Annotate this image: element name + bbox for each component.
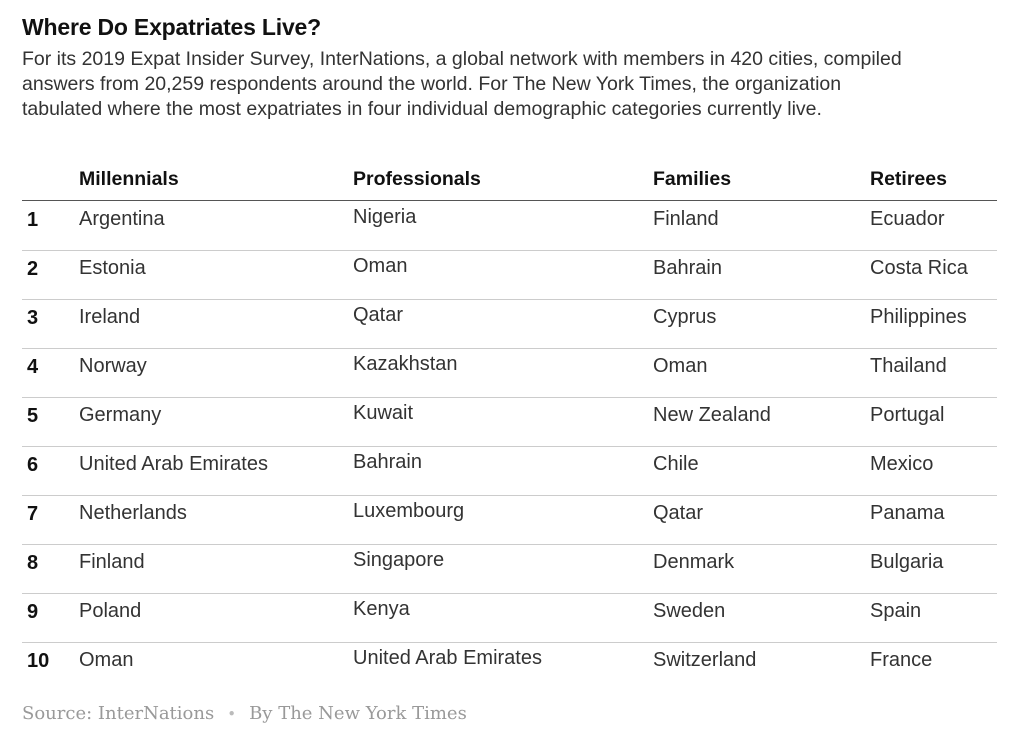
footer-separator: • bbox=[227, 705, 237, 723]
professionals-cell: Kuwait bbox=[353, 402, 414, 424]
rank-number: 4 bbox=[27, 356, 39, 378]
table-row: 2 Estonia Oman Bahrain Costa Rica bbox=[22, 251, 997, 300]
rank-number: 10 bbox=[27, 650, 50, 672]
millennials-cell: Oman bbox=[79, 649, 134, 671]
rank-number: 5 bbox=[27, 405, 39, 427]
millennials-cell: Estonia bbox=[79, 257, 146, 279]
professionals-cell: Singapore bbox=[353, 549, 445, 571]
rank-number: 6 bbox=[27, 454, 39, 476]
families-cell: Qatar bbox=[653, 502, 704, 524]
millennials-cell: Ireland bbox=[79, 306, 141, 328]
retirees-cell: Mexico bbox=[870, 453, 934, 475]
families-cell: New Zealand bbox=[653, 404, 771, 426]
families-cell: Finland bbox=[653, 208, 719, 230]
professionals-cell: Luxembourg bbox=[353, 500, 465, 522]
professionals-cell: Qatar bbox=[353, 304, 404, 326]
rank-number: 8 bbox=[27, 552, 39, 574]
column-header-professionals: Professionals bbox=[353, 168, 481, 190]
column-header-retirees: Retirees bbox=[870, 168, 947, 190]
families-cell: Denmark bbox=[653, 551, 735, 573]
millennials-cell: Germany bbox=[79, 404, 162, 426]
families-cell: Oman bbox=[653, 355, 708, 377]
page-title: Where Do Expatriates Live? bbox=[22, 14, 321, 40]
professionals-cell: Oman bbox=[353, 255, 408, 277]
families-cell: Bahrain bbox=[653, 257, 722, 279]
millennials-cell: Argentina bbox=[79, 208, 165, 230]
table-row: 1 Argentina Nigeria Finland Ecuador bbox=[22, 202, 997, 251]
table-row: 9 Poland Kenya Sweden Spain bbox=[22, 594, 997, 643]
retirees-cell: France bbox=[870, 649, 933, 671]
rank-number: 7 bbox=[27, 503, 39, 525]
families-cell: Chile bbox=[653, 453, 699, 475]
source-credit: Source: InterNations bbox=[22, 703, 215, 724]
retirees-cell: Spain bbox=[870, 600, 922, 622]
table-row: 4 Norway Kazakhstan Oman Thailand bbox=[22, 349, 997, 398]
table-row: 3 Ireland Qatar Cyprus Philippines bbox=[22, 300, 997, 349]
rank-number: 1 bbox=[27, 209, 39, 231]
table-row: 10 Oman United Arab Emirates Switzerland Fra… bbox=[22, 643, 997, 692]
byline: By The New York Times bbox=[249, 703, 467, 724]
retirees-cell: Philippines bbox=[870, 306, 967, 328]
professionals-cell: Nigeria bbox=[353, 206, 417, 228]
families-cell: Sweden bbox=[653, 600, 726, 622]
professionals-cell: United Arab Emirates bbox=[353, 647, 542, 669]
retirees-cell: Ecuador bbox=[870, 208, 945, 230]
professionals-cell: Kenya bbox=[353, 598, 410, 620]
rank-number: 3 bbox=[27, 307, 39, 329]
millennials-cell: Poland bbox=[79, 600, 142, 622]
table-row: 7 Netherlands Luxembourg Qatar Panama bbox=[22, 496, 997, 545]
intro-text: For its 2019 Expat Insider Survey, Inter… bbox=[22, 48, 902, 120]
retirees-cell: Bulgaria bbox=[870, 551, 944, 573]
retirees-cell: Thailand bbox=[870, 355, 947, 377]
retirees-cell: Portugal bbox=[870, 404, 945, 426]
families-cell: Cyprus bbox=[653, 306, 717, 328]
retirees-cell: Panama bbox=[870, 502, 945, 524]
table-header: Millennials Professionals Families Retir… bbox=[22, 168, 997, 201]
families-cell: Switzerland bbox=[653, 649, 757, 671]
millennials-cell: Netherlands bbox=[79, 502, 187, 524]
rank-number: 9 bbox=[27, 601, 39, 623]
table-row: 8 Finland Singapore Denmark Bulgaria bbox=[22, 545, 997, 594]
professionals-cell: Bahrain bbox=[353, 451, 422, 473]
millennials-cell: Finland bbox=[79, 551, 145, 573]
millennials-cell: Norway bbox=[79, 355, 147, 377]
professionals-cell: Kazakhstan bbox=[353, 353, 458, 375]
footer: Source: InterNations • By The New York Tim… bbox=[22, 703, 467, 724]
table-row: 5 Germany Kuwait New Zealand Portugal bbox=[22, 398, 997, 447]
retirees-cell: Costa Rica bbox=[870, 257, 968, 279]
column-header-families: Families bbox=[653, 168, 732, 190]
rank-number: 2 bbox=[27, 258, 39, 280]
millennials-cell: United Arab Emirates bbox=[79, 453, 268, 475]
table-row: 6 United Arab Emirates Bahrain Chile Mexico bbox=[22, 447, 997, 496]
column-header-millennials: Millennials bbox=[79, 168, 179, 190]
